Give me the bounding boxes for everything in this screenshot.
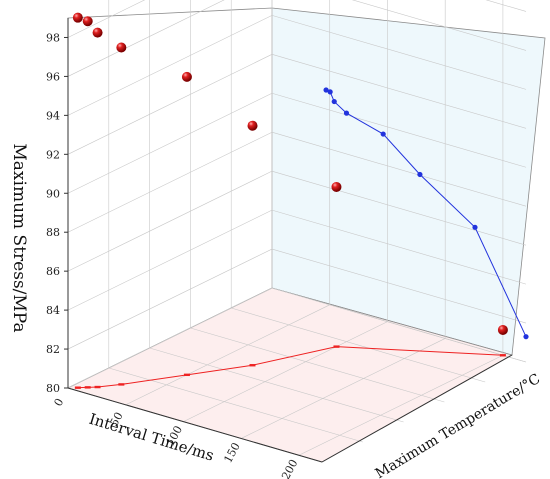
projection-blue-marker	[331, 98, 337, 105]
gridline-stress-back	[271, 248, 527, 324]
gridline-temp-floor	[149, 347, 404, 423]
interval-tick-label: 50	[108, 410, 126, 428]
gridline-stress-back	[271, 131, 527, 207]
data-point-sphere	[116, 42, 127, 53]
projection-blue-marker	[417, 171, 423, 178]
data-point-sphere	[82, 16, 93, 27]
gridline-stress-back	[485, 0, 527, 12]
projection-blue-marker	[472, 224, 478, 230]
gridline-stress-back	[271, 209, 527, 285]
data-point-sphere	[247, 120, 258, 131]
gridline-stress-back	[271, 92, 527, 168]
interval-tick-label: 200	[279, 457, 300, 479]
data-point-sphere	[331, 181, 342, 192]
data-point-sphere	[92, 27, 103, 38]
gridline-stress-left	[67, 92, 273, 194]
projection-blue-marker	[323, 87, 329, 93]
stress-tick-label: 96	[46, 70, 60, 83]
gridline-temp-floor	[231, 307, 486, 383]
stress-tick-label: 92	[46, 148, 60, 161]
projection-red-marker	[94, 385, 101, 389]
gridline-interval-floor	[125, 304, 330, 406]
gridline-stress-left	[67, 248, 273, 350]
projection-red-marker	[183, 373, 190, 377]
stress-tick-label: 82	[46, 343, 60, 356]
projection-red-marker	[118, 383, 125, 386]
stress-tick-label: 84	[46, 304, 60, 317]
data-point-sphere	[72, 12, 83, 23]
data-points	[72, 12, 508, 335]
projection-red-marker	[74, 386, 81, 389]
gridline-stress-left	[67, 0, 225, 77]
gridline-stress-left	[67, 131, 273, 233]
axes	[67, 18, 513, 463]
stress-tick-label: 86	[46, 265, 60, 278]
stress-tick-label: 90	[46, 187, 60, 200]
stress-tick-label: 88	[46, 226, 60, 239]
projection-blue-marker	[523, 334, 529, 340]
interval-axis-line	[67, 387, 323, 463]
projection-blue-marker	[327, 89, 333, 95]
gridline-temp-floor	[190, 327, 445, 403]
gridline-interval-floor	[67, 287, 273, 389]
gridline-stress-left	[67, 15, 273, 116]
grid-lines	[67, 0, 527, 463]
gridline-temp-floor	[271, 287, 527, 363]
projection-red-marker	[84, 386, 91, 389]
chart-planes	[66, 7, 546, 463]
interval-tick-label: 150	[221, 440, 242, 465]
gridline-stress-back	[351, 0, 527, 51]
gridline-stress-left	[67, 54, 273, 155]
gridline-stress-left	[67, 209, 273, 311]
stress-tick-label: 80	[46, 382, 60, 395]
data-point-sphere	[497, 324, 508, 335]
gridline-stress-left	[67, 0, 146, 38]
gridline-interval-floor	[298, 355, 504, 456]
temperature-axis-line	[321, 354, 513, 463]
projection-stress-back	[323, 87, 529, 340]
interval-tick-label: 0	[52, 396, 67, 408]
projection-interval-floor	[74, 345, 506, 389]
stress-tick-label: 94	[46, 109, 60, 122]
projection-blue-marker	[380, 131, 386, 137]
projection-red-marker	[333, 345, 340, 348]
data-point-sphere	[181, 71, 192, 82]
projection-red-marker	[249, 364, 256, 367]
gridline-stress-back	[271, 170, 527, 246]
gridline-interval-floor	[183, 321, 388, 422]
gridline-interval-floor	[241, 338, 446, 439]
gridline-stress-left	[67, 170, 273, 272]
projection-red-marker	[499, 354, 506, 357]
gridline-stress-back	[271, 54, 527, 129]
gridline-stress-back	[271, 15, 527, 90]
stress-tick-label: 98	[46, 31, 60, 44]
stress-axis-title: Maximum Stress/MPa	[9, 143, 29, 332]
projection-blue-marker	[343, 110, 350, 116]
